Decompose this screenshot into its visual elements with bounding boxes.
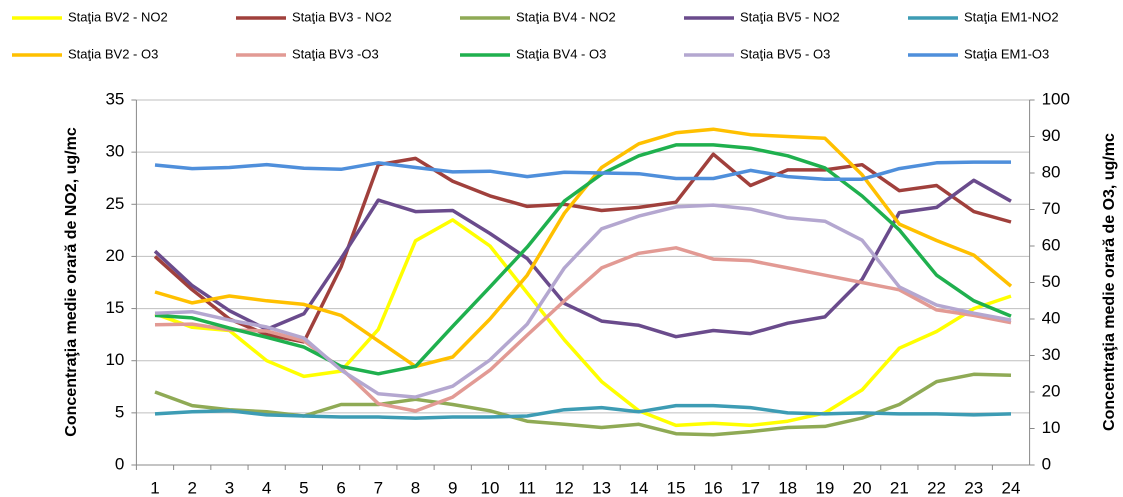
y2-axis-label: Concentraţia medie orară de O3, ug/mc: [1101, 133, 1118, 431]
x-tick-label: 20: [853, 478, 872, 497]
y2-tick-label: 20: [1042, 381, 1061, 400]
y2-tick-label: 50: [1042, 272, 1061, 291]
y-tick-label: 15: [105, 298, 124, 317]
y2-tick-label: 70: [1042, 199, 1061, 218]
legend-label: Staţia BV2 - O3: [68, 46, 158, 61]
x-tick-label: 2: [187, 478, 196, 497]
x-tick-label: 4: [262, 478, 271, 497]
x-tick-label: 24: [1002, 478, 1021, 497]
series-line: [154, 246, 1012, 413]
x-tick-label: 8: [411, 478, 420, 497]
y2-tick-label: 10: [1042, 418, 1061, 437]
x-tick-label: 14: [629, 478, 648, 497]
series-line: [154, 143, 1012, 376]
y-tick-label: 25: [105, 194, 124, 213]
y2-tick-label: 40: [1042, 308, 1061, 327]
y-tick-label: 0: [115, 454, 124, 473]
x-tick-label: 10: [480, 478, 499, 497]
x-tick-label: 22: [927, 478, 946, 497]
x-tick-label: 23: [964, 478, 983, 497]
y2-tick-label: 0: [1042, 454, 1051, 473]
series-line: [154, 372, 1012, 437]
series-line: [154, 403, 1012, 420]
y2-tick-label: 90: [1042, 126, 1061, 145]
y2-tick-label: 30: [1042, 345, 1061, 364]
x-tick-label: 19: [815, 478, 834, 497]
x-tick-label: 11: [518, 478, 536, 497]
y-tick-label: 5: [115, 402, 124, 421]
x-tick-label: 21: [890, 478, 909, 497]
series-line: [154, 160, 1011, 181]
x-tick-label: 7: [374, 478, 383, 497]
legend-label: Staţia BV5 - NO2: [740, 9, 840, 24]
x-tick-label: 13: [592, 478, 611, 497]
x-tick-label: 17: [741, 478, 760, 497]
series-line: [154, 127, 1013, 369]
y2-tick-label: 60: [1042, 235, 1061, 254]
y-tick-label: 20: [105, 246, 124, 265]
y-tick-label: 35: [105, 89, 124, 108]
x-tick-label: 16: [704, 478, 723, 497]
series-line: [153, 178, 1012, 339]
x-tick-label: 18: [778, 478, 797, 497]
y2-tick-label: 100: [1042, 89, 1070, 108]
legend-label: Staţia EM1-O3: [964, 46, 1049, 61]
legend-label: Staţia BV3 - NO2: [292, 9, 392, 24]
legend-label: Staţia BV5 - O3: [740, 46, 830, 61]
series-line: [154, 203, 1012, 399]
x-tick-label: 6: [336, 478, 345, 497]
x-tick-label: 15: [667, 478, 686, 497]
legend-label: Staţia BV3 -O3: [292, 46, 379, 61]
y-axis-label: Concentraţia medie orară de NO2, ug/mc: [63, 127, 80, 437]
legend-label: Staţia BV2 - NO2: [68, 9, 168, 24]
legend-label: Staţia BV4 - NO2: [516, 9, 616, 24]
series-line: [154, 218, 1012, 428]
x-tick-label: 12: [555, 478, 574, 497]
x-tick-label: 9: [448, 478, 457, 497]
legend-label: Staţia EM1-NO2: [964, 9, 1059, 24]
legend-label: Staţia BV4 - O3: [516, 46, 606, 61]
y2-tick-label: 80: [1042, 162, 1061, 181]
x-tick-label: 1: [150, 478, 159, 497]
y-tick-label: 10: [105, 350, 124, 369]
y-tick-label: 30: [105, 142, 124, 161]
x-tick-label: 5: [299, 478, 308, 497]
x-tick-label: 3: [225, 478, 234, 497]
